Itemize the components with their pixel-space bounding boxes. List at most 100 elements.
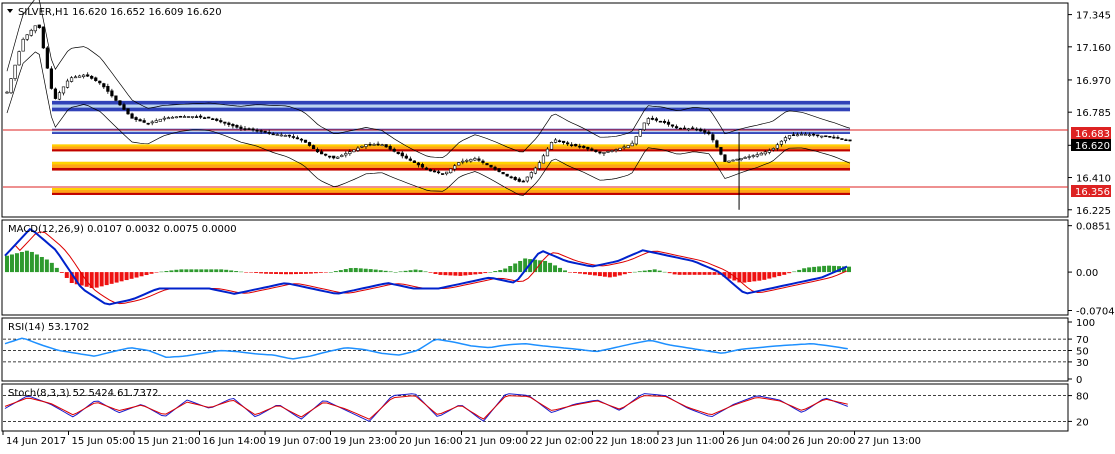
candle-body <box>13 64 17 79</box>
candle-body <box>646 118 650 125</box>
candle-body <box>118 100 122 106</box>
macd-bar <box>224 269 229 273</box>
macd-bar <box>543 260 548 273</box>
candle-body <box>412 160 416 163</box>
candle-body <box>586 146 590 150</box>
macd-bar <box>453 272 458 276</box>
candle-body <box>348 151 352 154</box>
macd-bar <box>742 272 747 283</box>
candle-body <box>799 133 804 136</box>
candle-body <box>808 134 812 136</box>
macd-bar <box>563 270 568 273</box>
stoch-tick-label: 80 <box>1076 392 1089 403</box>
macd-bar <box>518 260 523 273</box>
time-tick-label: 15 Jun 21:00 <box>137 436 201 447</box>
macd-bar <box>368 269 373 273</box>
candle-body <box>844 139 848 141</box>
macd-bar <box>587 272 592 275</box>
candle-body <box>703 130 707 133</box>
macd-bar <box>308 272 313 274</box>
candle-body <box>400 152 404 157</box>
macd-bar <box>632 271 637 273</box>
candle-body <box>134 117 138 120</box>
candle-body <box>259 130 263 132</box>
time-tick-label: 23 Jun 11:00 <box>661 436 725 447</box>
macd-bar <box>568 272 572 273</box>
macd-bar <box>528 259 533 273</box>
macd-bar <box>59 272 64 273</box>
candle-body <box>505 173 509 177</box>
macd-bar <box>229 270 234 273</box>
candle-body <box>521 180 525 183</box>
candle-body <box>763 151 767 155</box>
candle-body <box>340 154 344 157</box>
candle-body <box>275 134 279 136</box>
candle-body <box>787 135 792 139</box>
candle-body <box>287 134 291 137</box>
candle-body <box>295 137 300 140</box>
macd-bar <box>767 272 772 279</box>
upper-line-tag <box>1071 127 1111 139</box>
candle-body <box>186 116 191 118</box>
macd-bar <box>473 272 478 275</box>
candle-body <box>299 138 304 141</box>
macd-bar <box>249 272 254 273</box>
candle-body <box>824 135 828 138</box>
candle-body <box>578 145 582 148</box>
dropdown-triangle-icon[interactable] <box>7 9 13 13</box>
candle-body <box>303 139 308 143</box>
macd-bar <box>14 253 19 273</box>
candle-body <box>239 126 243 129</box>
candle-body <box>243 128 247 130</box>
candle-body <box>715 140 719 148</box>
macd-bar <box>642 270 647 273</box>
candle-body <box>332 155 336 159</box>
macd-bar <box>343 269 348 273</box>
macd-bar <box>413 269 418 273</box>
candle-body <box>594 149 598 152</box>
macd-bar <box>5 255 9 273</box>
candle-body <box>420 164 425 168</box>
macd-bar <box>822 265 827 273</box>
candle-body <box>199 115 203 118</box>
time-tick-label: 26 Jun 20:00 <box>792 436 856 447</box>
candle-body <box>461 160 465 163</box>
candle-body <box>150 121 154 124</box>
macd-bar <box>577 272 582 274</box>
candle-body <box>307 142 312 146</box>
macd-label: MACD(12,26,9) 0.0107 0.0032 0.0075 0.000… <box>8 224 237 235</box>
macd-bar <box>383 270 388 273</box>
candle-body <box>396 151 400 154</box>
macd-bar <box>74 272 79 285</box>
macd-bar <box>827 265 832 273</box>
candle-body <box>449 168 453 174</box>
rsi-tick-label: 50 <box>1076 347 1089 358</box>
candle-body <box>497 168 501 172</box>
macd-bar <box>458 272 463 276</box>
axes: 17.34517.16016.97016.78516.59516.41016.2… <box>2 11 1115 447</box>
candle-body <box>376 143 380 146</box>
candle-body <box>832 136 836 139</box>
candle-body <box>638 129 642 137</box>
candle-body <box>263 130 267 133</box>
candle-body <box>537 162 542 169</box>
macd-main-line <box>4 227 848 306</box>
macd-bar <box>468 272 473 275</box>
candle-body <box>642 122 646 131</box>
candle-body <box>791 134 796 136</box>
macd-bar <box>702 272 707 275</box>
band-zone-4 <box>52 187 850 195</box>
price-tick-label: 16.970 <box>1076 76 1111 87</box>
candle-body <box>840 138 844 140</box>
candle-body <box>251 128 255 131</box>
candle-body <box>178 115 183 118</box>
macd-bar <box>622 272 627 275</box>
macd-bar <box>772 272 777 278</box>
band-edge-4 <box>52 192 850 195</box>
macd-bar <box>548 262 553 273</box>
candle-body <box>699 128 703 132</box>
macd-bar <box>418 270 423 273</box>
macd-bar <box>398 271 403 273</box>
macd-bar <box>488 272 493 273</box>
macd-bar <box>782 272 787 275</box>
